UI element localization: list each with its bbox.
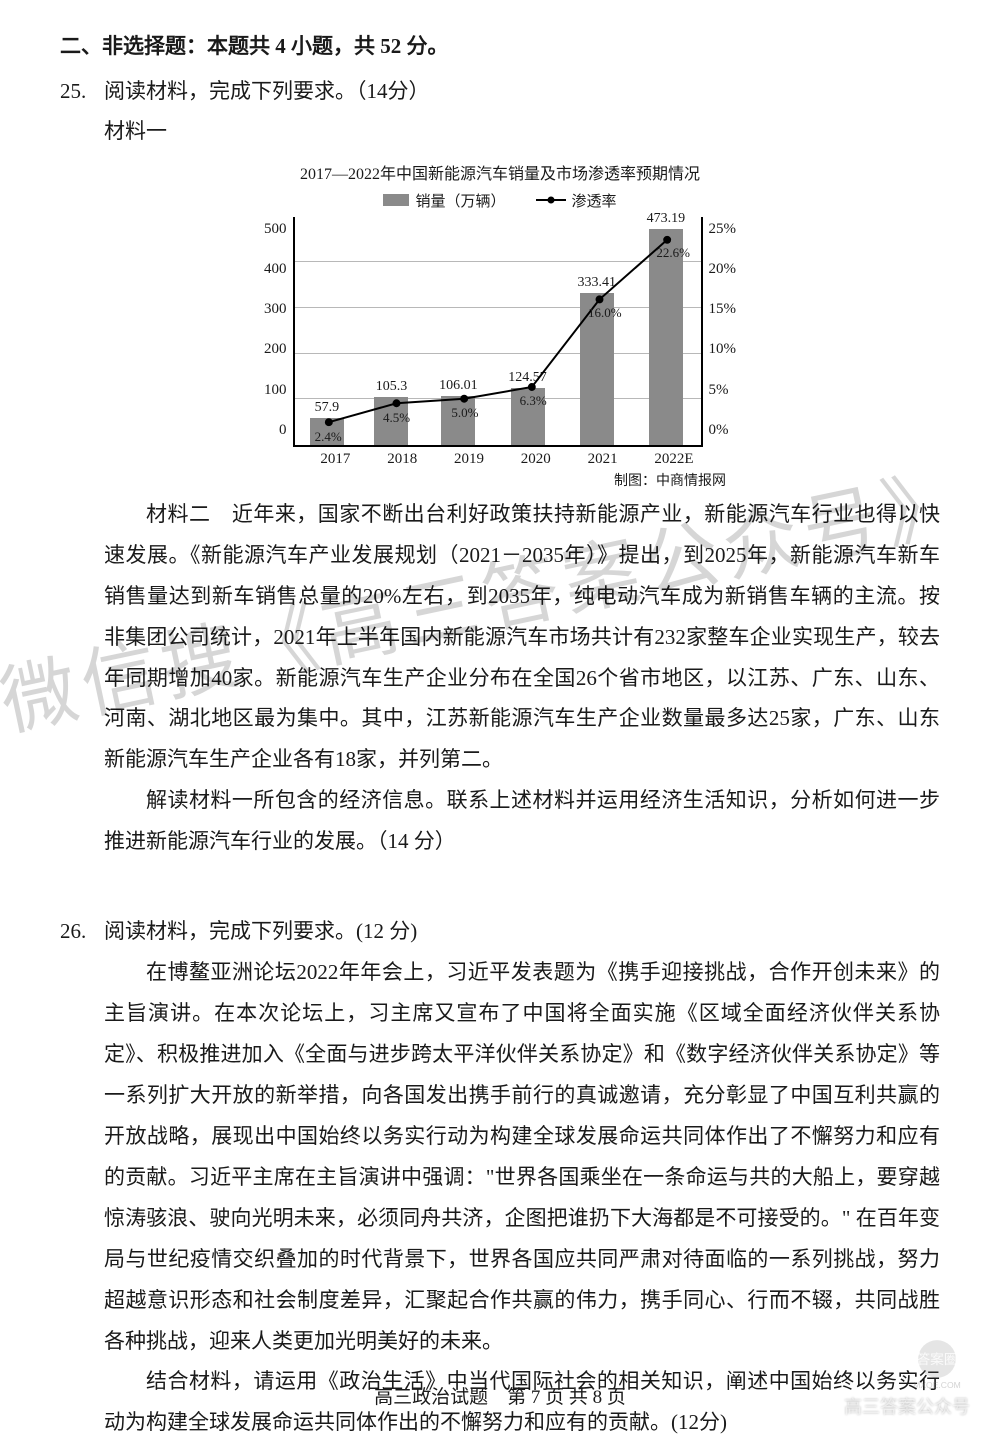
bar-value-label: 333.41 xyxy=(577,275,616,291)
q26-number: 26. xyxy=(60,912,104,952)
legend-bar: 销量（万辆） xyxy=(383,190,505,211)
q25-number: 25. xyxy=(60,72,104,112)
x-axis-labels: 2017 2018 2019 2020 2021 2022E xyxy=(302,451,712,468)
line-value-label: 16.0% xyxy=(588,305,622,321)
y-right-tick: 10% xyxy=(709,341,737,358)
q25-prompt: 阅读材料，完成下列要求。（14分） xyxy=(104,72,940,112)
y-axis-left: 500 400 300 200 100 0 xyxy=(264,217,293,439)
y-right-tick: 20% xyxy=(709,261,737,278)
small-watermark: 高三答案公众号 xyxy=(844,1393,970,1419)
y-left-tick: 400 xyxy=(264,261,287,278)
line-value-label: 2.4% xyxy=(315,429,342,445)
bar-group: 333.41 xyxy=(577,275,616,445)
legend-line: 渗透率 xyxy=(536,190,617,211)
y-left-tick: 300 xyxy=(264,301,287,318)
chart-title: 2017—2022年中国新能源汽车销量及市场渗透率预期情况 xyxy=(264,160,736,184)
bar-value-label: 473.19 xyxy=(647,211,686,227)
y-right-tick: 0% xyxy=(709,422,737,439)
bar-value-label: 57.9 xyxy=(315,400,340,416)
corner-logo-sub: MXQE.COM xyxy=(913,1380,961,1390)
line-value-label: 22.6% xyxy=(656,245,690,261)
q25-material1-label: 材料一 xyxy=(104,112,940,152)
legend-line-label: 渗透率 xyxy=(572,190,617,211)
bar xyxy=(649,229,683,445)
q26-body: 在博鳌亚洲论坛2022年年会上，习近平发表题为《携手迎接挑战，合作开创未来》的主… xyxy=(104,952,940,1361)
q26-prompt: 阅读材料，完成下列要求。(12 分) xyxy=(104,912,940,952)
bar-value-label: 105.3 xyxy=(376,379,408,395)
bar-value-label: 124.57 xyxy=(508,370,547,386)
q25-task: 解读材料一所包含的经济信息。联系上述材料并运用经济生活知识，分析如何进一步推进新… xyxy=(104,780,940,862)
line-value-label: 5.0% xyxy=(451,405,478,421)
q25-material2: 材料二 近年来，国家不断出台利好政策扶持新能源产业，新能源汽车行业也得以快速发展… xyxy=(104,494,940,781)
corner-logo-text: 答案圈 xyxy=(916,1351,957,1367)
chart-container: 2017—2022年中国新能源汽车销量及市场渗透率预期情况 销量（万辆） 渗透率… xyxy=(60,160,940,490)
legend-bar-label: 销量（万辆） xyxy=(415,190,505,211)
bar-value-label: 106.01 xyxy=(439,378,478,394)
chart-credit: 制图：中商情报网 xyxy=(264,470,736,490)
y-left-tick: 100 xyxy=(264,382,287,399)
y-left-tick: 0 xyxy=(264,422,287,439)
legend-bar-swatch xyxy=(383,194,409,206)
x-tick-label: 2021 xyxy=(588,451,618,468)
y-right-tick: 15% xyxy=(709,301,737,318)
question-26: 26. 阅读材料，完成下列要求。(12 分) 在博鳌亚洲论坛2022年年会上，习… xyxy=(60,912,940,1443)
chart-legend: 销量（万辆） 渗透率 xyxy=(264,190,736,211)
y-right-tick: 5% xyxy=(709,382,737,399)
plot-area: 57.9105.3106.01124.57333.41473.192.4%4.5… xyxy=(293,217,703,447)
question-25: 25. 阅读材料，完成下列要求。（14分） 材料一 2017—2022年中国新能… xyxy=(60,72,940,862)
line-value-label: 6.3% xyxy=(520,393,547,409)
y-right-tick: 25% xyxy=(709,221,737,238)
y-axis-right: 25% 20% 15% 10% 5% 0% xyxy=(703,217,737,439)
legend-line-swatch xyxy=(536,199,566,201)
x-tick-label: 2017 xyxy=(320,451,350,468)
y-left-tick: 500 xyxy=(264,221,287,238)
section-header: 二、非选择题：本题共 4 小题，共 52 分。 xyxy=(60,30,940,60)
x-tick-label: 2022E xyxy=(654,451,693,468)
x-tick-label: 2019 xyxy=(454,451,484,468)
x-tick-label: 2018 xyxy=(387,451,417,468)
corner-logo: 答案圈 MXQE.COM xyxy=(892,1335,982,1395)
line-value-label: 4.5% xyxy=(383,410,410,426)
x-tick-label: 2020 xyxy=(521,451,551,468)
y-left-tick: 200 xyxy=(264,341,287,358)
bars-row: 57.9105.3106.01124.57333.41473.19 xyxy=(295,217,701,445)
